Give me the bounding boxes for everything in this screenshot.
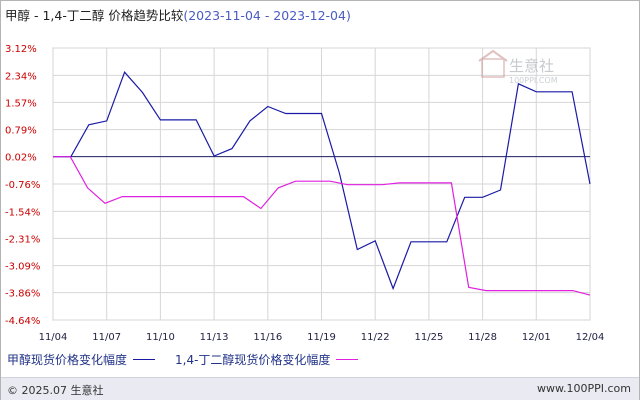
x-tick-label: 11/07	[92, 332, 121, 343]
y-tick-label: 0.79%	[5, 126, 37, 137]
y-axis-ticks: 3.12% 2.34% 1.57% 0.79% 0.02% -0.76% -1.54% -2.…	[5, 44, 40, 327]
x-tick-label: 11/28	[468, 332, 497, 343]
legend-swatch-bdo	[336, 359, 359, 360]
x-tick-label: 11/13	[200, 332, 229, 343]
footer-bar: © 2025.07 生意社 www.100PPI.com	[1, 377, 639, 400]
y-tick-label: -0.76%	[5, 180, 40, 191]
y-tick-label: 1.57%	[5, 98, 37, 109]
title-date-range: (2023-11-04 - 2023-12-04)	[183, 8, 351, 23]
chart-title: 甲醇 - 1,4-丁二醇 价格趋势比较(2023-11-04 - 2023-12…	[5, 5, 351, 24]
y-tick-label: 3.12%	[5, 44, 37, 55]
watermark-url: 100PPI.COM	[509, 76, 558, 85]
footer-copyright: © 2025.07 生意社	[7, 384, 104, 397]
series-lines	[53, 71, 591, 296]
x-tick-label: 11/22	[361, 332, 390, 343]
x-tick-label: 11/19	[307, 332, 336, 343]
y-tick-label: -4.64%	[5, 316, 40, 327]
x-tick-label: 11/04	[39, 332, 68, 343]
legend-swatch-methanol	[133, 359, 156, 360]
x-tick-label: 12/01	[522, 332, 551, 343]
y-tick-label: 2.34%	[5, 71, 37, 82]
grid-lines	[52, 47, 591, 321]
watermark-roof-icon	[478, 49, 508, 62]
title-main: 甲醇 - 1,4-丁二醇 价格趋势比较	[5, 8, 184, 23]
y-tick-label: -1.54%	[5, 207, 40, 218]
legend-label-bdo: 1,4-丁二醇现货价格变化幅度	[175, 353, 331, 367]
x-axis-ticks: 11/04 11/07 11/10 11/13 11/16 11/19 11/22 11/25…	[39, 332, 605, 343]
x-tick-label: 12/04	[576, 332, 605, 343]
y-tick-label: -3.09%	[5, 262, 40, 273]
footer-site-link[interactable]: www.100PPI.com	[537, 382, 631, 395]
legend: 甲醇现货价格变化幅度 1,4-丁二醇现货价格变化幅度	[7, 351, 364, 368]
x-tick-label: 11/25	[414, 332, 443, 343]
x-tick-label: 11/10	[146, 332, 175, 343]
y-tick-label: 0.02%	[5, 153, 37, 164]
price-trend-chart: 生意社 100PPI.COM 3.12% 2.34% 1.57% 0.79% 0.02%…	[5, 44, 605, 343]
watermark: 生意社 100PPI.COM	[478, 49, 558, 85]
series-line-bdo	[53, 156, 591, 296]
x-tick-label: 11/16	[253, 332, 282, 343]
watermark-logo-icon	[481, 58, 505, 78]
y-tick-label: -2.31%	[5, 234, 40, 245]
series-line-methanol	[53, 71, 591, 291]
y-tick-label: -3.86%	[5, 289, 40, 300]
legend-label-methanol: 甲醇现货价格变化幅度	[7, 353, 128, 367]
watermark-brand: 生意社	[509, 57, 554, 75]
